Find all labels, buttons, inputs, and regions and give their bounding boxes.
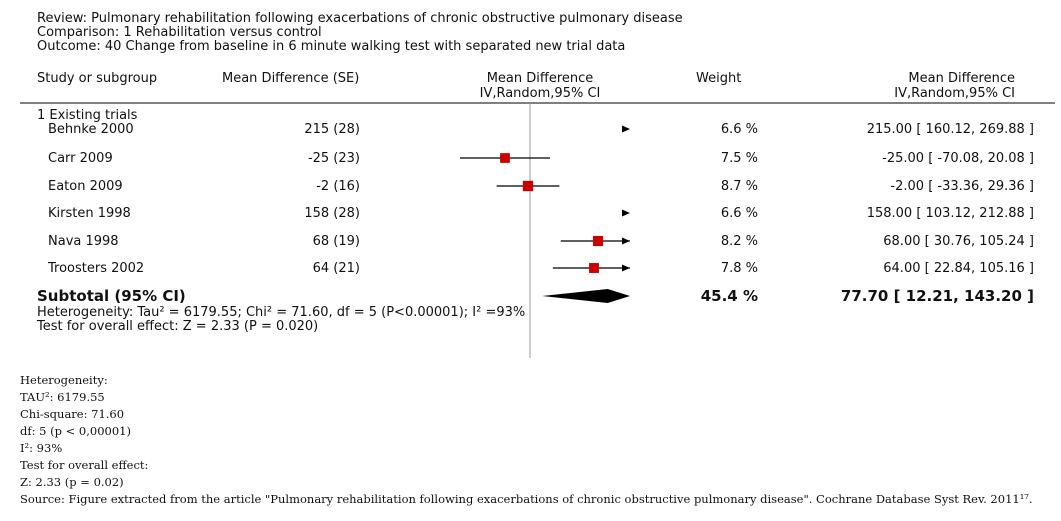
- study-md-se: 215 (28): [304, 122, 360, 137]
- col-plot-header: Mean Difference: [486, 71, 594, 86]
- study-weight: 6.6 %: [720, 206, 758, 221]
- study-ci: 215.00 [ 160.12, 269.88 ]: [866, 122, 1034, 137]
- footnote-source: Source: Figure extracted from the articl…: [20, 492, 1033, 506]
- study-ci: 68.00 [ 30.76, 105.24 ]: [883, 234, 1034, 249]
- study-ci: 158.00 [ 103.12, 212.88 ]: [866, 206, 1034, 221]
- footnote-heterogeneity: Heterogeneity:: [20, 373, 108, 387]
- study-md-se: -25 (23): [307, 151, 360, 166]
- study-weight: 8.2 %: [720, 234, 758, 249]
- col-md-subheader: IV,Random,95% CI: [894, 86, 1015, 101]
- study-weight: 7.8 %: [720, 261, 758, 276]
- review-line: Review: Pulmonary rehabilitation followi…: [37, 11, 683, 26]
- study-weight: 6.6 %: [720, 122, 758, 137]
- subtotal-weight: 45.4 %: [700, 287, 758, 305]
- ci-arrow: [622, 264, 630, 272]
- ci-arrow: [622, 237, 630, 245]
- footnote-overall-label: Test for overall effect:: [20, 458, 149, 472]
- study-md-se: -2 (16): [316, 179, 360, 194]
- subgroup-label: 1 Existing trials: [37, 108, 138, 123]
- study-point: [500, 153, 510, 163]
- study-md-se: 68 (19): [312, 234, 360, 249]
- study-name: Carr 2009: [48, 151, 113, 166]
- subtotal-label: Subtotal (95% CI): [37, 287, 186, 305]
- footnote-i2: I²: 93%: [20, 441, 63, 455]
- footnote-df: df: 5 (p < 0,00001): [20, 424, 131, 438]
- study-point: [522, 180, 534, 192]
- study-name: Nava 1998: [48, 234, 119, 249]
- pooled-diamond: [542, 289, 630, 303]
- col-weight-header: Weight: [696, 71, 742, 86]
- study-point: [592, 235, 604, 247]
- study-weight: 7.5 %: [720, 151, 758, 166]
- col-md-se-header: Mean Difference (SE): [222, 71, 360, 86]
- subtotal-ci: 77.70 [ 12.21, 143.20 ]: [840, 287, 1034, 305]
- footnote-tau: TAU²: 6179.55: [20, 390, 105, 404]
- subtotal-overall-effect: Test for overall effect: Z = 2.33 (P = 0…: [37, 319, 319, 334]
- study-name: Behnke 2000: [48, 122, 134, 137]
- ci-arrow: [622, 125, 630, 133]
- study-md-se: 158 (28): [304, 206, 360, 221]
- footnote-chi: Chi-square: 71.60: [20, 407, 125, 421]
- comparison-line: Comparison: 1 Rehabilitation versus cont…: [37, 25, 322, 40]
- footnote-z: Z: 2.33 (p = 0.02): [20, 475, 124, 489]
- ci-arrow: [622, 209, 630, 217]
- study-name: Eaton 2009: [48, 179, 123, 194]
- study-name: Kirsten 1998: [48, 206, 131, 221]
- outcome-line: Outcome: 40 Change from baseline in 6 mi…: [37, 39, 626, 54]
- subtotal-heterogeneity: Heterogeneity: Tau² = 6179.55; Chi² = 71…: [37, 305, 526, 320]
- study-point: [589, 263, 599, 273]
- study-ci: 64.00 [ 22.84, 105.16 ]: [883, 261, 1034, 276]
- study-name: Troosters 2002: [48, 261, 145, 276]
- study-ci: -2.00 [ -33.36, 29.36 ]: [890, 179, 1034, 194]
- study-md-se: 64 (21): [312, 261, 360, 276]
- study-ci: -25.00 [ -70.08, 20.08 ]: [882, 151, 1034, 166]
- col-study-header: Study or subgroup: [37, 71, 158, 86]
- study-weight: 8.7 %: [720, 179, 758, 194]
- col-md-header: Mean Difference: [908, 71, 1015, 86]
- col-plot-subheader: IV,Random,95% CI: [479, 86, 601, 101]
